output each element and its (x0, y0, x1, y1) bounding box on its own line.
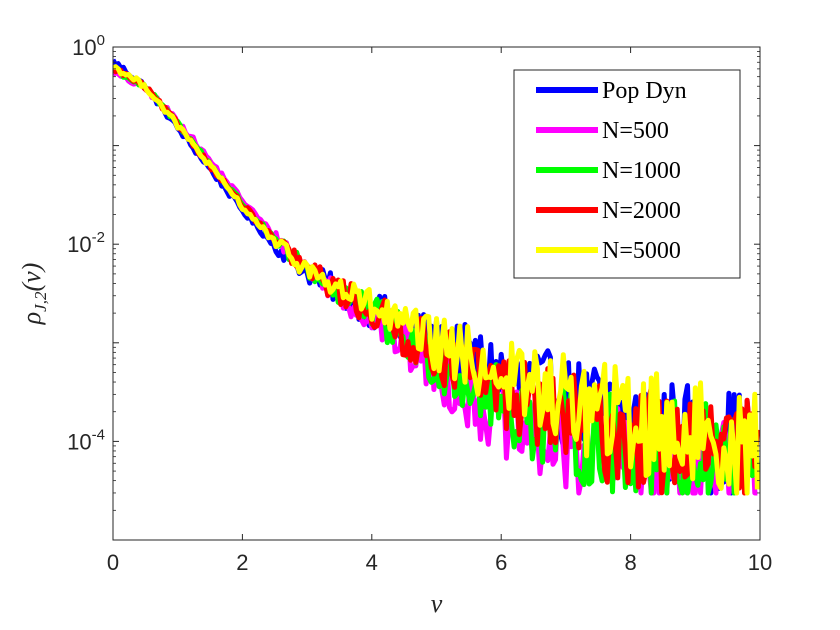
ticks-layer: 0 2 4 6 8 10 10-4 10-2 100 (67, 32, 772, 575)
x-tick-label: 2 (236, 550, 248, 575)
series-line-4 (113, 64, 760, 496)
x-tick-label: 0 (107, 550, 119, 575)
legend-label: N=1000 (602, 158, 681, 184)
legend-label: Pop Dyn (602, 78, 687, 104)
legend-label: N=2000 (602, 198, 681, 224)
y-tick-label: 10-2 (67, 229, 105, 257)
x-tick-label: 6 (495, 550, 507, 575)
legend-label: N=5000 (602, 238, 681, 264)
x-tick-label: 8 (624, 550, 636, 575)
y-tick-label: 10-4 (67, 426, 105, 454)
x-tick-label: 4 (366, 550, 378, 575)
axes-box (112, 46, 761, 541)
legend-label: N=500 (602, 118, 669, 144)
y-tick-label: 100 (72, 32, 105, 60)
legend: Pop Dyn N=500 N=1000 N=2000 N=5000 (513, 69, 741, 279)
x-axis-title: v (431, 589, 443, 618)
y-axis-title: ρJ,2(v) (17, 263, 50, 326)
series-layer (113, 58, 760, 496)
x-tick-label: 10 (748, 550, 772, 575)
legend-box (513, 69, 741, 279)
